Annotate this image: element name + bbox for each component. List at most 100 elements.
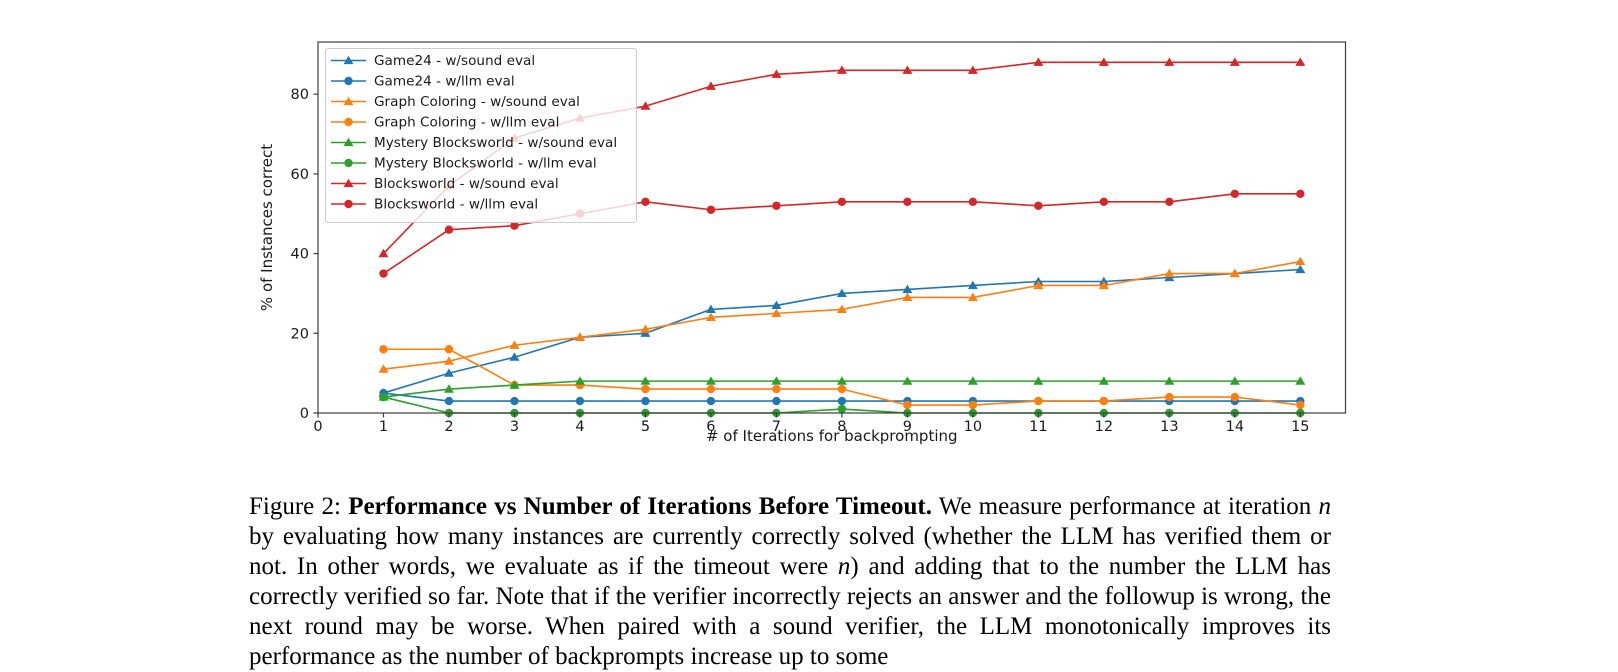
legend-label: Game24 - w/sound eval: [374, 53, 535, 69]
series-line-0: [383, 268, 1301, 394]
x-tick-label: 2: [444, 419, 453, 435]
caption-segment: Figure 2:: [249, 493, 349, 520]
data-point-marker: [641, 197, 650, 206]
legend-label: Graph Coloring - w/llm eval: [374, 115, 559, 131]
caption-segment: n: [837, 553, 851, 580]
x-tick-label: 13: [1160, 419, 1178, 435]
data-point-marker: [1033, 57, 1044, 66]
data-point-marker: [1033, 280, 1044, 290]
data-point-marker: [1295, 264, 1306, 274]
caption-segment: We measure performance at iteration: [931, 493, 1319, 520]
data-point-marker: [1229, 57, 1240, 66]
x-tick-label: 6: [706, 419, 715, 435]
x-tick-label: 11: [1029, 419, 1047, 435]
data-point-marker: [902, 376, 913, 385]
data-point-marker: [706, 396, 716, 406]
legend-label: Mystery Blocksworld - w/sound eval: [374, 135, 617, 151]
data-point-marker: [640, 324, 651, 333]
data-point-marker: [1034, 396, 1043, 406]
data-point-marker: [640, 101, 651, 110]
data-point-marker: [510, 396, 519, 406]
data-point-marker: [771, 69, 782, 78]
data-point-marker: [1165, 392, 1174, 402]
data-point-marker: [902, 65, 913, 74]
x-tick-label: 15: [1291, 419, 1309, 435]
data-point-marker: [443, 368, 454, 377]
data-point-marker: [1229, 376, 1240, 385]
data-point-marker: [1296, 400, 1305, 410]
legend-label: Game24 - w/llm eval: [374, 74, 515, 90]
data-point-marker: [1098, 57, 1109, 66]
legend-marker-icon: [344, 158, 353, 168]
data-point-marker: [706, 384, 716, 394]
data-point-marker: [836, 65, 847, 74]
data-point-marker: [1033, 376, 1044, 385]
data-point-marker: [772, 201, 781, 210]
data-point-marker: [903, 197, 912, 206]
data-point-marker: [1165, 197, 1174, 206]
data-point-marker: [836, 304, 847, 313]
data-point-marker: [967, 292, 978, 302]
data-point-marker: [771, 300, 782, 310]
legend-marker-icon: [344, 117, 353, 127]
data-point-marker: [705, 304, 716, 313]
x-tick-label: 0: [313, 419, 322, 435]
data-point-marker: [379, 269, 388, 278]
x-tick-label: 7: [772, 419, 781, 435]
data-point-marker: [902, 284, 913, 294]
data-point-marker: [772, 396, 781, 406]
data-point-marker: [903, 400, 912, 410]
data-point-marker: [444, 225, 454, 234]
legend-marker-icon: [343, 137, 354, 147]
data-point-marker: [1099, 197, 1109, 206]
data-point-marker: [837, 197, 847, 206]
y-tick-label: 40: [291, 247, 309, 263]
data-point-marker: [574, 376, 585, 385]
y-tick-label: 0: [300, 406, 309, 422]
data-point-marker: [967, 280, 978, 290]
data-point-marker: [1295, 376, 1306, 385]
plot-border: [317, 41, 1347, 414]
data-point-marker: [378, 248, 389, 258]
data-point-marker: [640, 376, 651, 385]
legend-marker-icon: [344, 76, 353, 86]
data-point-marker: [705, 312, 716, 321]
data-point-marker: [772, 384, 781, 394]
y-tick-label: 60: [291, 167, 309, 183]
data-point-marker: [641, 396, 650, 406]
data-point-marker: [837, 396, 847, 406]
data-point-marker: [641, 384, 650, 394]
legend-label: Blocksworld - w/sound eval: [374, 176, 559, 192]
data-point-marker: [902, 292, 913, 302]
legend-marker-icon: [343, 55, 354, 65]
legend-marker-icon: [343, 96, 354, 106]
x-tick-label: 3: [510, 419, 519, 435]
data-point-marker: [378, 364, 389, 373]
data-point-marker: [771, 376, 782, 385]
data-point-marker: [1098, 280, 1109, 290]
data-point-marker: [967, 65, 978, 74]
figure-caption: Figure 2: Performance vs Number of Itera…: [249, 492, 1331, 672]
data-point-marker: [509, 340, 520, 349]
data-point-marker: [706, 205, 716, 214]
data-point-marker: [1230, 392, 1240, 402]
data-point-marker: [1098, 376, 1109, 385]
data-point-marker: [837, 384, 847, 394]
data-point-marker: [574, 332, 585, 341]
x-tick-label: 12: [1095, 419, 1113, 435]
x-tick-label: 14: [1226, 419, 1244, 435]
data-point-marker: [509, 380, 520, 389]
caption-segment: by evaluating how many instances are cur…: [249, 523, 1331, 580]
data-point-marker: [443, 356, 454, 365]
data-point-marker: [444, 345, 454, 354]
x-axis-label: # of Iterations for backprompting: [706, 427, 958, 445]
y-tick-label: 80: [291, 87, 309, 103]
data-point-marker: [705, 376, 716, 385]
data-point-marker: [1164, 376, 1175, 385]
data-point-marker: [1295, 57, 1306, 66]
y-tick-label: 20: [291, 326, 309, 342]
data-point-marker: [705, 81, 716, 90]
x-tick-label: 1: [379, 419, 388, 435]
y-axis-label: % of Instances correct: [258, 144, 276, 311]
data-point-marker: [1099, 396, 1109, 406]
